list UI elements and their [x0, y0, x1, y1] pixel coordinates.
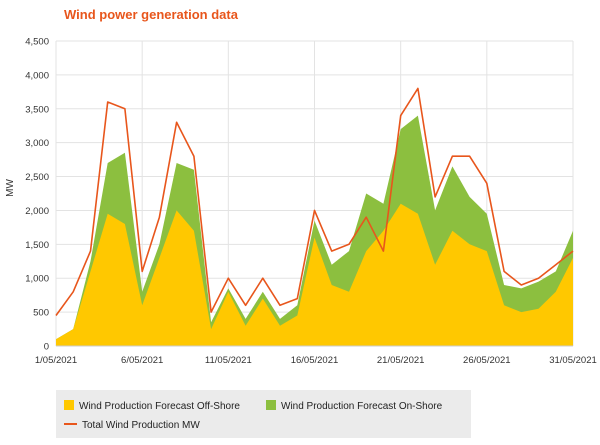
y-tick-label: 2,500: [25, 172, 49, 183]
y-tick-label: 500: [33, 308, 49, 319]
series-line-total: [55, 87, 574, 316]
y-tick-label: 3,000: [25, 138, 49, 149]
legend-swatch-onshore: [266, 400, 276, 410]
y-tick-labels: 0 500 1,000 1,500 2,000 2,500 3,000 3,500 4,000 4…: [25, 37, 49, 353]
legend-label-offshore: Wind Production Forecast Off-Shore: [79, 401, 240, 412]
y-tick-label: 1,000: [25, 274, 49, 285]
y-axis-label: MW: [5, 179, 16, 197]
legend-item-offshore: Wind Production Forecast Off-Shore: [64, 400, 240, 412]
legend-swatch-total: [64, 423, 77, 425]
legend-item-onshore: Wind Production Forecast On-Shore: [266, 400, 442, 412]
y-tick-label: 1,500: [25, 240, 49, 251]
legend-label-total: Total Wind Production MW: [82, 420, 200, 431]
x-tick-label: 26/05/2021: [463, 355, 511, 366]
series-area-offshore: [56, 203, 573, 346]
x-tick-labels: 1/05/2021 6/05/2021 11/05/2021 16/05/2021 21…: [35, 355, 597, 366]
legend-label-onshore: Wind Production Forecast On-Shore: [281, 401, 443, 412]
y-tick-label: 3,500: [25, 104, 49, 115]
x-tick-label: 16/05/2021: [291, 355, 339, 366]
series-layer: [55, 87, 574, 346]
x-tick-label: 6/05/2021: [121, 355, 163, 366]
chart-svg: 0 500 1,000 1,500 2,000 2,500 3,000 3,500 4,000 4…: [5, 37, 597, 367]
x-tick-label: 11/05/2021: [205, 355, 252, 366]
x-tick-label: 21/05/2021: [377, 355, 425, 366]
legend-item-total: Total Wind Production MW: [64, 420, 200, 431]
x-tick-label: 31/05/2021: [549, 355, 597, 366]
x-tick-label: 1/05/2021: [35, 355, 77, 366]
legend-swatch-offshore: [64, 400, 74, 410]
y-tick-label: 0: [44, 342, 49, 353]
chart-title: Wind power generation data: [64, 7, 238, 22]
y-tick-label: 4,500: [25, 37, 49, 48]
y-tick-label: 2,000: [25, 206, 49, 217]
y-tick-label: 4,000: [25, 70, 49, 81]
legend: Wind Production Forecast Off-Shore Wind …: [56, 390, 471, 438]
